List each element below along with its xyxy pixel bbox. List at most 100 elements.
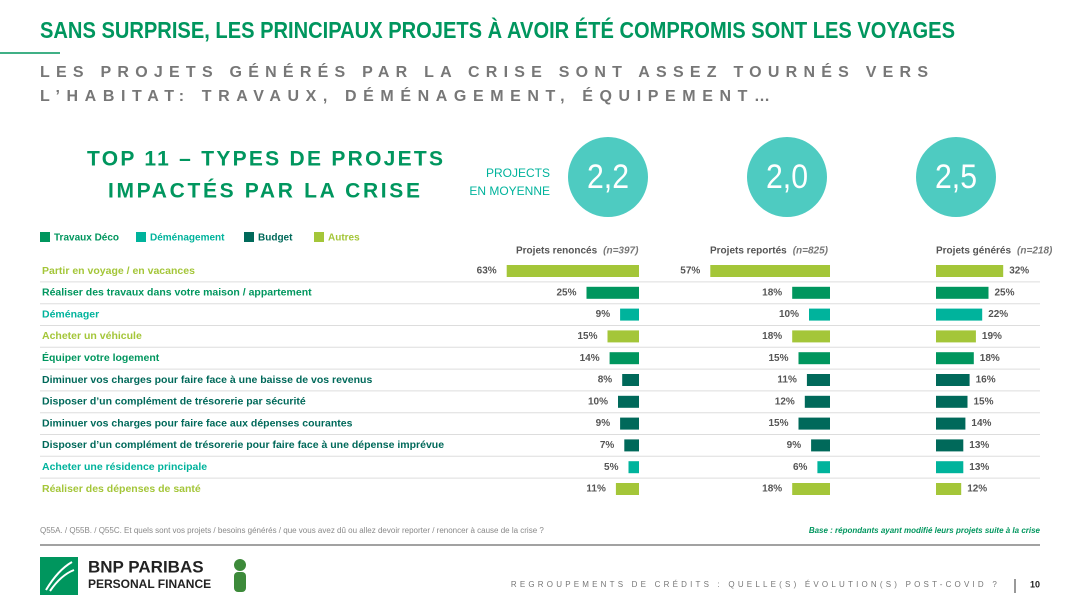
- bar: [624, 439, 639, 452]
- bar: [615, 483, 639, 495]
- row-label: Acheter un véhicule: [42, 330, 142, 342]
- legend-label: Travaux Déco: [54, 233, 119, 244]
- average-bubble: [568, 137, 648, 217]
- value-label: 15%: [768, 418, 788, 429]
- bar: [936, 417, 966, 430]
- bar: [620, 308, 639, 321]
- value-label: 13%: [969, 440, 989, 451]
- value-label: 18%: [980, 353, 1000, 364]
- value-label: 22%: [988, 309, 1008, 320]
- bar: [586, 286, 639, 299]
- value-label: 12%: [775, 396, 795, 407]
- value-label: 15%: [974, 396, 994, 407]
- average-value: 2,5: [935, 158, 977, 196]
- panel-note: (n=397): [603, 246, 639, 257]
- bar: [936, 395, 968, 408]
- value-label: 25%: [556, 287, 576, 298]
- page-number: 10: [1030, 579, 1040, 589]
- value-label: 15%: [768, 353, 788, 364]
- bar: [936, 483, 962, 495]
- subtitle-line: L’HABITAT: TRAVAUX, DÉMÉNAGEMENT, ÉQUIPE…: [40, 86, 770, 105]
- bar: [936, 374, 970, 386]
- value-label: 6%: [793, 462, 808, 473]
- average-label: EN MOYENNE: [469, 184, 550, 198]
- bar: [622, 374, 639, 386]
- bar: [710, 265, 830, 277]
- value-label: 8%: [598, 375, 613, 386]
- bar: [792, 286, 830, 299]
- value-label: 11%: [586, 484, 606, 495]
- bar: [817, 461, 830, 474]
- bar: [936, 439, 964, 452]
- legend-label: Déménagement: [150, 233, 225, 244]
- bar: [936, 286, 989, 299]
- brand-sub: PERSONAL FINANCE: [88, 577, 211, 591]
- row-label: Partir en voyage / en vacances: [42, 265, 195, 277]
- logo-stars: [45, 561, 75, 592]
- value-label: 13%: [969, 462, 989, 473]
- value-label: 10%: [588, 396, 608, 407]
- bar: [628, 461, 639, 474]
- panel-note: (n=218): [1017, 246, 1053, 257]
- value-label: 57%: [680, 266, 700, 277]
- value-label: 9%: [787, 440, 802, 451]
- topic: REGROUPEMENTS DE CRÉDITS : QUELLE(S) ÉVO…: [511, 580, 1000, 589]
- bar: [936, 352, 974, 365]
- row-label: Équiper votre logement: [42, 351, 160, 364]
- bar: [936, 461, 964, 474]
- question-note: Q55A. / Q55B. / Q55C. Et quels sont vos …: [40, 526, 544, 535]
- panel-note: (n=825): [793, 246, 829, 257]
- legend-swatch: [136, 232, 146, 242]
- legend-swatch: [244, 232, 254, 242]
- top-title: TOP 11 – TYPES DE PROJETS: [87, 148, 443, 171]
- value-label: 25%: [995, 287, 1015, 298]
- bar: [936, 265, 1004, 277]
- value-label: 63%: [477, 266, 497, 277]
- bar: [609, 352, 639, 365]
- value-label: 18%: [762, 287, 782, 298]
- bar: [936, 308, 983, 321]
- average-label: PROJECTS: [486, 166, 550, 180]
- bar: [792, 483, 830, 495]
- bar: [798, 417, 830, 430]
- value-label: 12%: [967, 484, 987, 495]
- bar: [809, 308, 830, 321]
- value-label: 14%: [580, 353, 600, 364]
- bar: [811, 439, 830, 452]
- value-label: 10%: [779, 309, 799, 320]
- value-label: 14%: [971, 418, 991, 429]
- value-label: 32%: [1009, 266, 1029, 277]
- row-label: Diminuer vos charges pour faire face à u…: [42, 374, 372, 386]
- subtitle-line: LES PROJETS GÉNÉRÉS PAR LA CRISE SONT AS…: [40, 62, 928, 81]
- row-label: Réaliser des dépenses de santé: [42, 483, 201, 495]
- row-label: Acheter une résidence principale: [42, 461, 207, 473]
- bar: [607, 330, 639, 343]
- value-label: 11%: [777, 375, 797, 386]
- bar: [792, 330, 830, 343]
- bar: [506, 265, 639, 277]
- row-label: Diminuer vos charges pour faire face aux…: [42, 417, 353, 429]
- value-label: 5%: [604, 462, 619, 473]
- bar: [936, 330, 976, 343]
- average-value: 2,0: [766, 158, 808, 196]
- row-label: Disposer d’un complément de trésorerie p…: [42, 439, 444, 451]
- panel-title: Projets générés: [936, 246, 1011, 257]
- panel-title: Projets renoncés: [516, 246, 598, 257]
- average-bubble: [747, 137, 827, 217]
- mascot: [234, 572, 246, 592]
- value-label: 19%: [982, 331, 1002, 342]
- value-label: 18%: [762, 331, 782, 342]
- value-label: 7%: [600, 440, 615, 451]
- legend-label: Autres: [328, 233, 360, 244]
- legend-label: Budget: [258, 233, 293, 244]
- mascot: [234, 559, 246, 571]
- bar: [804, 395, 830, 408]
- panel-title: Projets reportés: [710, 246, 787, 257]
- bar: [806, 374, 830, 386]
- top-title: IMPACTÉS PAR LA CRISE: [108, 180, 420, 203]
- legend-swatch: [314, 232, 324, 242]
- base-note: Base : répondants ayant modifié leurs pr…: [809, 526, 1041, 535]
- legend-swatch: [40, 232, 50, 242]
- brand-name: BNP PARIBAS: [88, 557, 204, 576]
